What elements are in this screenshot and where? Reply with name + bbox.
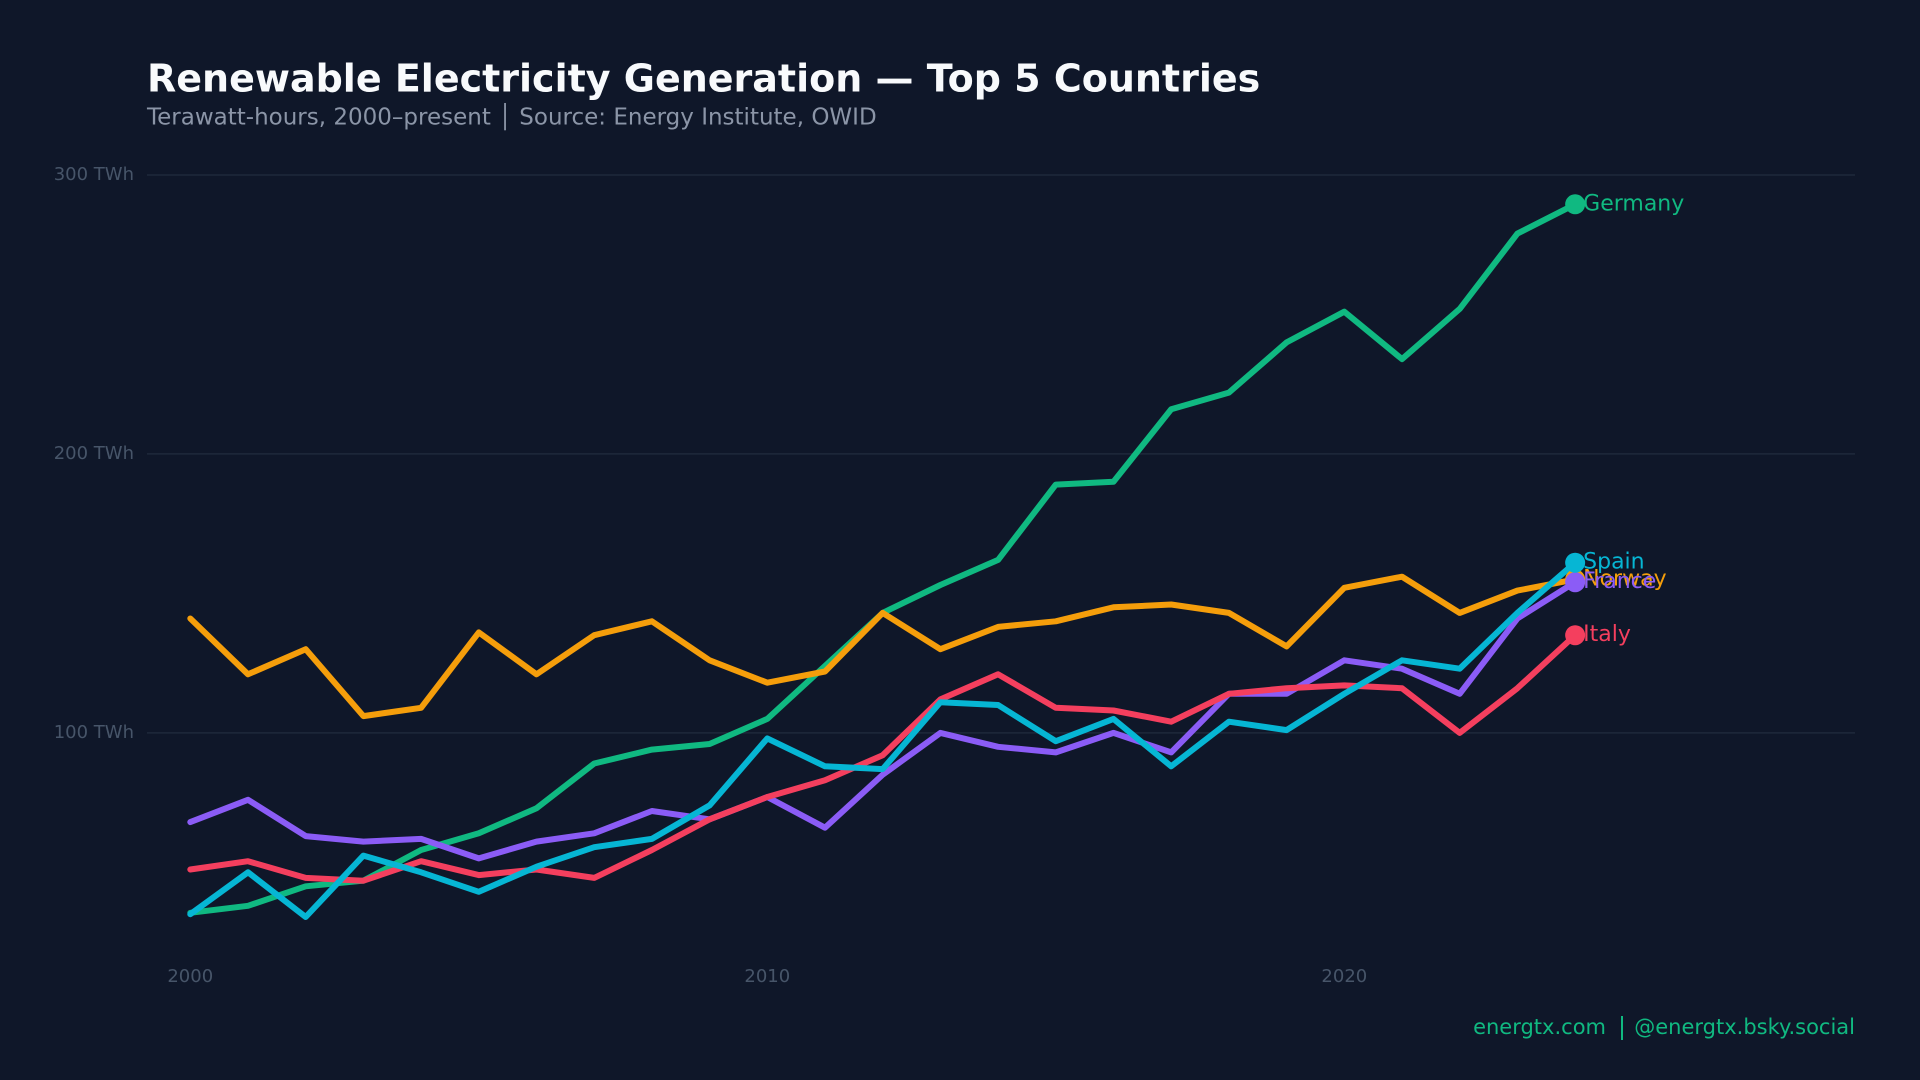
chart-subtitle: Terawatt-hours, 2000–present │ Source: E… (146, 103, 877, 131)
end-dot (1565, 552, 1586, 573)
x-tick-label: 2000 (167, 966, 213, 987)
chart-title: Renewable Electricity Generation — Top 5… (147, 57, 1260, 101)
x-tick-label: 2020 (1321, 966, 1367, 987)
series-label: Spain (1583, 550, 1644, 575)
y-tick-label: 200 TWh (54, 443, 134, 464)
series-label: Germany (1583, 191, 1684, 216)
series-line (187, 559, 1579, 920)
end-dot (1565, 625, 1586, 646)
footer-site: energtx.com (1473, 1015, 1606, 1039)
end-dot (1565, 572, 1586, 593)
series-line (187, 579, 1579, 862)
series-label: Italy (1583, 622, 1631, 647)
series-line (187, 201, 1579, 916)
series-label: France (1583, 569, 1656, 594)
y-tick-label: 300 TWh (54, 164, 134, 185)
end-dot (1565, 194, 1586, 215)
series-line (187, 632, 1579, 884)
x-tick-label: 2010 (744, 966, 790, 987)
series-line (187, 573, 1579, 720)
series-label: Norway (1583, 566, 1666, 591)
footer-handle: @energtx.bsky.social (1634, 1015, 1855, 1039)
y-tick-label: 100 TWh (54, 722, 134, 743)
